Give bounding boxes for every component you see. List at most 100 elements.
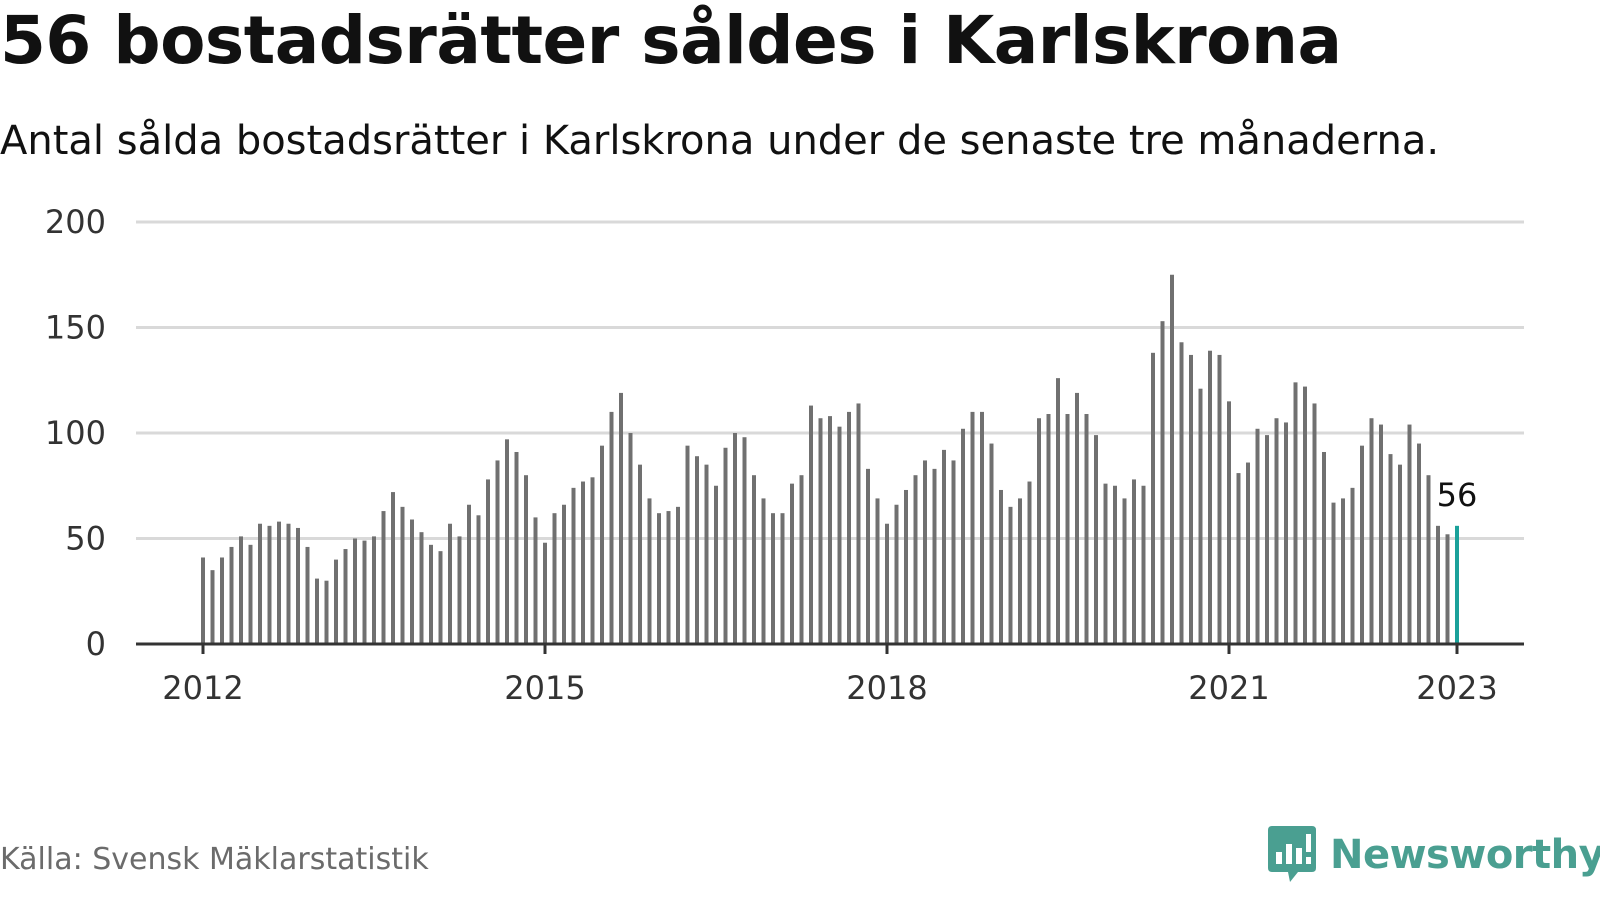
bar [1426,475,1431,644]
y-tick-label: 200 [45,203,106,241]
bar [1445,534,1450,644]
bar [1198,388,1203,644]
x-tick-label: 2018 [846,669,927,707]
bar [258,523,262,644]
bar [1084,414,1089,644]
bar [695,456,699,644]
bar [628,433,633,644]
bar [467,504,471,644]
bar [1379,424,1383,644]
bar [400,506,405,644]
bar [571,487,576,644]
bar [1189,354,1193,644]
bar [1027,481,1032,644]
bar [1046,414,1051,644]
bar [239,536,243,644]
newsworthy-logo: Newsworthy [1268,826,1600,884]
bar [771,513,775,644]
bar [533,517,538,644]
bar [828,416,832,644]
bar-highlight [1455,525,1459,644]
bar [381,511,386,644]
bar [1141,485,1146,644]
bar [1065,414,1070,644]
y-tick-label: 0 [86,625,106,663]
bar [343,549,348,644]
x-tick-label: 2023 [1416,669,1497,707]
bar [220,557,224,644]
bar [1094,435,1098,644]
bar [875,498,880,644]
x-tick-label: 2021 [1188,669,1269,707]
bar [951,460,956,644]
data-label: 56 [1437,476,1478,514]
bar [391,492,395,644]
bar [1312,403,1317,644]
bar [305,546,310,644]
x-tick-label: 2012 [162,669,243,707]
bar [923,460,927,644]
x-tick-label: 2015 [504,669,585,707]
bar [315,578,319,644]
bar [685,445,690,644]
bar [486,479,490,644]
bar [1388,454,1393,644]
bar [277,521,281,644]
bar [1341,498,1345,644]
bar [524,475,528,644]
bar [676,506,680,644]
bar [1369,418,1374,644]
bar [1436,525,1440,644]
bar [1274,418,1279,644]
bar [372,536,376,644]
bar [609,411,614,644]
bar [248,544,253,644]
bar [1179,342,1184,644]
bar [1303,386,1307,644]
bar [505,439,509,644]
source-note: Källa: Svensk Mäklarstatistik [0,842,429,877]
bar [562,504,566,644]
axes: 0 50 100 150 200 56 2012 2015 2018 2021 2023 [45,203,1524,707]
bar [419,532,424,644]
bar [1132,479,1136,644]
bar [600,445,604,644]
bar [448,523,452,644]
bar [970,411,975,644]
bar [894,504,899,644]
bar [866,468,870,644]
bar [1407,424,1412,644]
bar [733,433,737,644]
bar [210,570,215,644]
bar [543,542,547,644]
bar [885,523,889,644]
bar [514,451,519,644]
bar [362,540,367,644]
y-tick-label: 100 [45,414,106,452]
bar [334,559,338,644]
bar [410,519,414,644]
bar [1284,422,1288,644]
bar [723,447,728,644]
bar [780,513,785,644]
bar [619,392,623,644]
bar [989,443,994,644]
bar [590,477,595,644]
bar [476,515,481,644]
bar [1236,473,1241,644]
bar [1322,451,1326,644]
bar [1208,350,1212,644]
bars [201,274,1459,644]
bar-chart: 0 50 100 150 200 56 2012 2015 2018 2021 2023 [45,203,1524,707]
bar [1018,498,1022,644]
bar [324,580,329,644]
bar [837,426,842,644]
bar [999,489,1003,644]
bar [552,513,557,644]
bar [1103,483,1108,644]
bar [818,418,823,644]
bar [913,475,918,644]
bar [438,551,443,644]
bar [666,511,671,644]
bar [1255,428,1260,644]
